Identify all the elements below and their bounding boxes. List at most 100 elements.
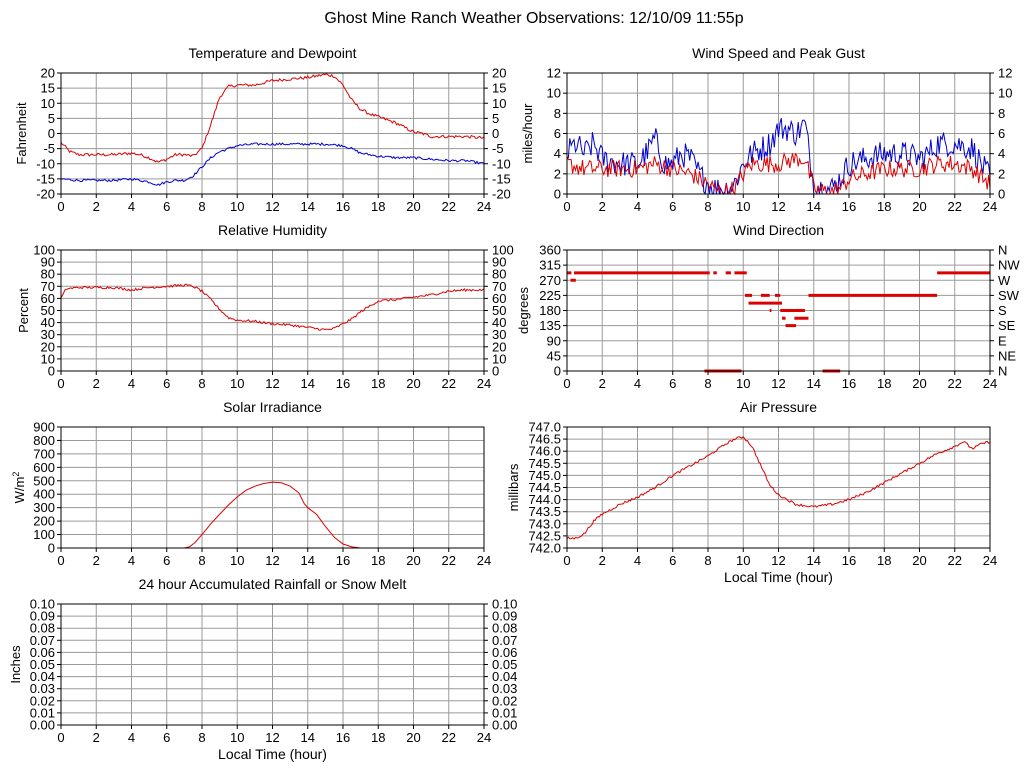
y-axis-label-text: W/m (12, 477, 27, 504)
right-y-tick-label: NW (998, 258, 1020, 273)
right-y-tick-label: SE (998, 318, 1016, 333)
x-tick-label: 22 (442, 553, 456, 568)
right-y-tick-label: 0.02 (492, 693, 517, 708)
series-line (566, 436, 991, 540)
right-y-tick-label: 90 (492, 255, 506, 270)
x-tick-label: 24 (477, 553, 491, 568)
y-tick-label: 0.00 (30, 718, 55, 733)
x-tick-label: 14 (301, 199, 315, 214)
right-y-tick-label: 6 (998, 126, 1005, 141)
y-tick-label: 742.5 (528, 528, 561, 543)
x-tick-label: 12 (771, 376, 785, 391)
x-tick-label: 2 (599, 553, 606, 568)
right-y-tick-label: 0.08 (492, 621, 517, 636)
y-tick-label: -10 (36, 156, 55, 171)
y-tick-label: 0.01 (30, 705, 55, 720)
y-tick-label: 300 (33, 500, 55, 515)
x-tick-label: 16 (336, 376, 350, 391)
x-tick-label: 4 (128, 199, 135, 214)
series-line (61, 481, 484, 549)
right-y-tick-label: 0.03 (492, 681, 517, 696)
x-tick-label: 10 (736, 553, 750, 568)
x-tick-label: 2 (93, 730, 100, 745)
y-tick-label: 10 (41, 351, 55, 366)
x-tick-label: 0 (57, 199, 64, 214)
y-tick-label: 40 (41, 315, 55, 330)
y-axis-label: degrees (516, 287, 531, 334)
series-line (60, 142, 485, 186)
x-tick-label: 4 (634, 553, 641, 568)
y-tick-label: -5 (43, 141, 55, 156)
y-axis-label: Inches (8, 645, 23, 684)
y-tick-label: 315 (539, 258, 561, 273)
x-tick-label: 16 (336, 553, 350, 568)
right-y-tick-label: 0 (492, 364, 499, 379)
y-tick-label: 0.04 (30, 669, 55, 684)
x-tick-label: 24 (983, 199, 997, 214)
y-tick-label: 8 (554, 106, 561, 121)
y-tick-label: 135 (539, 318, 561, 333)
x-tick-label: 12 (771, 553, 785, 568)
x-tick-label: 8 (198, 199, 205, 214)
x-tick-label: 10 (230, 199, 244, 214)
y-tick-label: 746.5 (528, 432, 561, 447)
right-y-tick-label: 8 (998, 106, 1005, 121)
x-tick-label: 2 (93, 553, 100, 568)
x-tick-label: 18 (877, 376, 891, 391)
x-tick-label: 4 (128, 376, 135, 391)
right-y-tick-label: 60 (492, 291, 506, 306)
right-y-tick-label: 100 (492, 243, 514, 258)
right-y-tick-label: 0.10 (492, 597, 517, 612)
right-y-tick-label: 80 (492, 267, 506, 282)
x-tick-label: 8 (704, 376, 711, 391)
y-tick-label: 744.5 (528, 480, 561, 495)
y-tick-label: 45 (547, 348, 561, 363)
x-tick-label: 6 (163, 376, 170, 391)
x-tick-label: 10 (230, 376, 244, 391)
x-tick-label: 6 (163, 199, 170, 214)
y-tick-label: 747.0 (528, 420, 561, 435)
right-y-tick-label: 50 (492, 303, 506, 318)
right-y-tick-label: 0 (998, 187, 1005, 202)
y-tick-label: 6 (554, 126, 561, 141)
right-y-tick-label: 0.00 (492, 718, 517, 733)
x-tick-label: 18 (877, 553, 891, 568)
x-tick-label: 20 (406, 553, 420, 568)
y-tick-label: 2 (554, 166, 561, 181)
x-tick-label: 22 (442, 730, 456, 745)
right-y-tick-label: E (998, 333, 1007, 348)
x-tick-label: 18 (371, 376, 385, 391)
x-tick-label: 16 (842, 199, 856, 214)
x-tick-label: 20 (912, 553, 926, 568)
x-tick-label: 12 (771, 199, 785, 214)
x-tick-label: 6 (163, 553, 170, 568)
x-tick-label: 18 (371, 553, 385, 568)
y-tick-label: -15 (36, 171, 55, 186)
x-tick-label: 12 (265, 553, 279, 568)
y-tick-label: 30 (41, 327, 55, 342)
y-tick-label: 400 (33, 487, 55, 502)
y-tick-label: 200 (33, 514, 55, 529)
x-tick-label: 16 (842, 376, 856, 391)
y-axis-label: Fahrenheit (14, 102, 29, 165)
x-tick-label: 0 (57, 376, 64, 391)
x-tick-label: 2 (93, 199, 100, 214)
right-y-tick-label: 0.04 (492, 669, 517, 684)
y-axis-label-text: Percent (16, 288, 31, 333)
y-tick-label: 5 (48, 111, 55, 126)
x-tick-label: 14 (301, 730, 315, 745)
right-y-tick-label: N (998, 364, 1007, 379)
x-tick-label: 10 (736, 376, 750, 391)
x-tick-label: 18 (371, 199, 385, 214)
x-tick-label: 10 (736, 199, 750, 214)
x-tick-label: 14 (301, 376, 315, 391)
y-tick-label: 0.05 (30, 657, 55, 672)
chart-title: Relative Humidity (218, 222, 327, 238)
page-title: Ghost Mine Ranch Weather Observations: 1… (324, 10, 743, 27)
y-tick-label: 0.06 (30, 645, 55, 660)
x-tick-label: 20 (912, 199, 926, 214)
x-tick-label: 14 (807, 199, 821, 214)
x-tick-label: 6 (163, 730, 170, 745)
y-tick-label: 745.5 (528, 456, 561, 471)
